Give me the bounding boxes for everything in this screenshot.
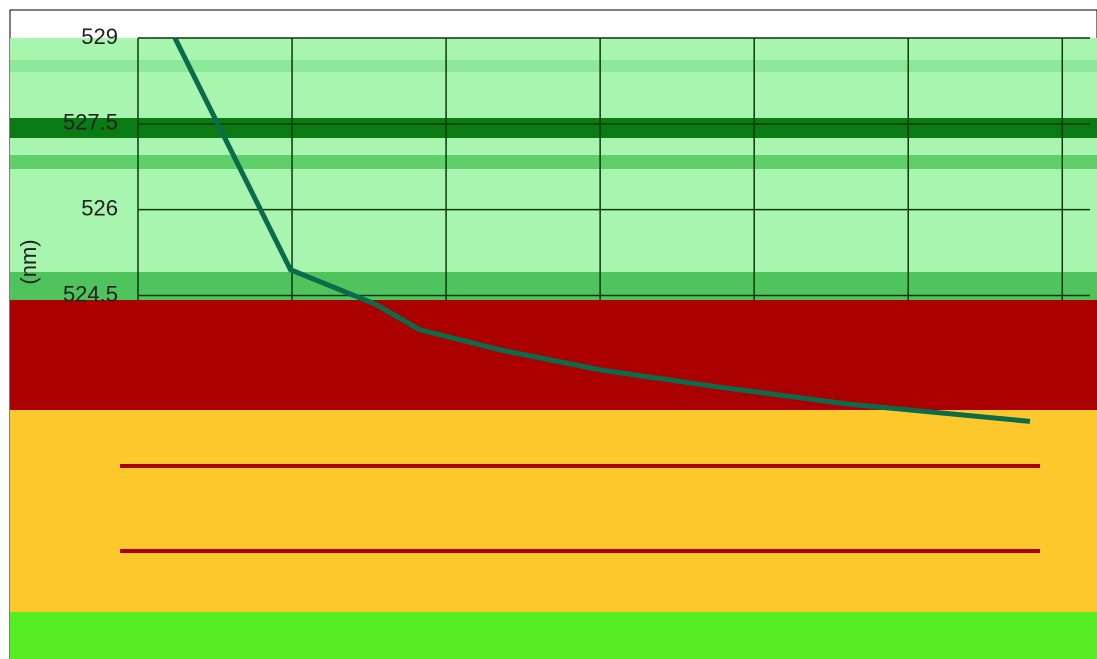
y-tick-label: 524.5 xyxy=(63,281,118,306)
y-tick-label: 526 xyxy=(81,195,118,220)
band xyxy=(10,118,1097,138)
y-tick-label: 529 xyxy=(81,24,118,49)
band-red xyxy=(10,300,1097,410)
band xyxy=(10,60,1097,72)
band-green xyxy=(10,612,1097,659)
page: (nm) 529527.5526524.5 (() => { const dat… xyxy=(0,0,1097,659)
y-axis-label: (nm) xyxy=(16,239,41,284)
band xyxy=(10,155,1097,169)
band-yellow xyxy=(10,410,1097,612)
chart: (nm) 529 527.5 526 524.5 xyxy=(0,0,1097,659)
y-tick-label: 527.5 xyxy=(63,110,118,135)
